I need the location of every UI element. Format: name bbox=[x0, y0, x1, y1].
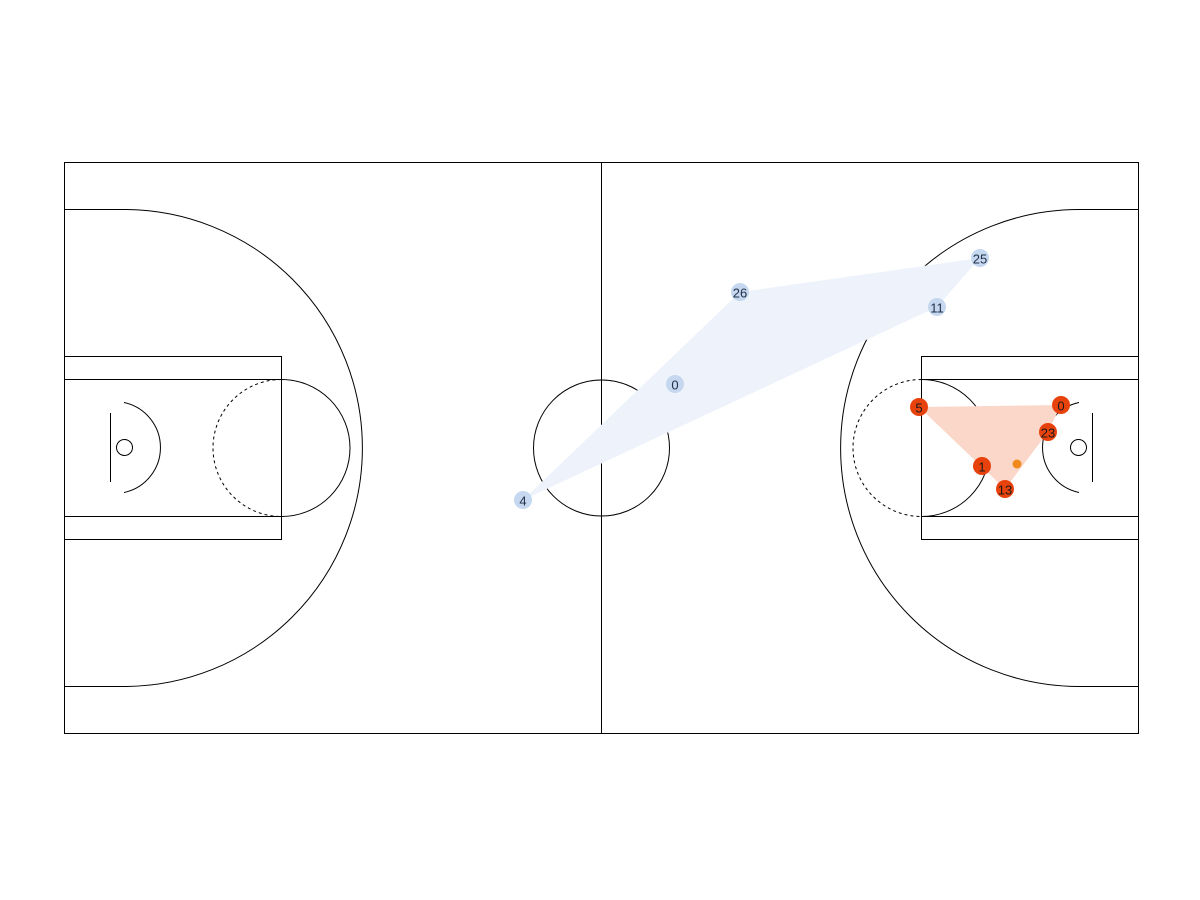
player-marker bbox=[666, 375, 684, 393]
left-rim bbox=[116, 439, 133, 456]
right-three-point-line bbox=[840, 209, 1139, 687]
player-marker bbox=[971, 249, 989, 267]
right-free-throw-circle-inner bbox=[852, 379, 922, 517]
player-marker bbox=[514, 491, 532, 509]
left-three-point-line bbox=[64, 209, 363, 687]
team-2-player-2: 0 bbox=[1052, 396, 1070, 414]
center-circle bbox=[533, 379, 670, 517]
team-2-player-5: 13 bbox=[996, 480, 1014, 498]
left-half-markings bbox=[64, 209, 363, 687]
team-2-player-1: 5 bbox=[910, 398, 928, 416]
ball-layer bbox=[1012, 459, 1022, 469]
right-half-markings bbox=[840, 209, 1139, 687]
player-marker bbox=[1052, 396, 1070, 414]
player-number: 5 bbox=[915, 401, 922, 416]
player-marker bbox=[996, 480, 1014, 498]
player-number: 26 bbox=[733, 286, 747, 301]
left-inner-key bbox=[64, 379, 282, 517]
team-1-player-5: 11 bbox=[928, 298, 946, 316]
team-1-player-1: 4 bbox=[514, 491, 532, 509]
player-number: 1 bbox=[978, 460, 985, 475]
player-number: 25 bbox=[973, 252, 987, 267]
ball-marker bbox=[1012, 459, 1022, 469]
left-free-throw-circle-outer bbox=[281, 379, 351, 517]
player-number: 4 bbox=[519, 494, 526, 509]
left-restricted-arc bbox=[123, 402, 161, 493]
team-2-player-3: 23 bbox=[1039, 423, 1057, 441]
player-number: 0 bbox=[671, 378, 678, 393]
team-2-hull bbox=[919, 405, 1061, 489]
team-1-player-3: 26 bbox=[731, 283, 749, 301]
right-inner-key bbox=[921, 379, 1139, 517]
team-1-player-4: 25 bbox=[971, 249, 989, 267]
left-free-throw-circle-inner bbox=[212, 379, 282, 517]
player-marker bbox=[910, 398, 928, 416]
player-number: 11 bbox=[930, 301, 944, 316]
player-marker bbox=[731, 283, 749, 301]
court-lines bbox=[64, 162, 1139, 734]
left-outer-key bbox=[64, 356, 282, 540]
player-marker bbox=[1039, 423, 1057, 441]
player-marker bbox=[973, 457, 991, 475]
player-marker bbox=[928, 298, 946, 316]
team-hulls bbox=[523, 258, 1061, 500]
right-rim bbox=[1070, 439, 1087, 456]
player-number: 13 bbox=[998, 483, 1012, 498]
player-number: 0 bbox=[1057, 399, 1064, 414]
player-number: 23 bbox=[1041, 426, 1055, 441]
team-1-hull bbox=[523, 258, 980, 500]
team-2-player-4: 1 bbox=[973, 457, 991, 475]
team-1-player-2: 0 bbox=[666, 375, 684, 393]
